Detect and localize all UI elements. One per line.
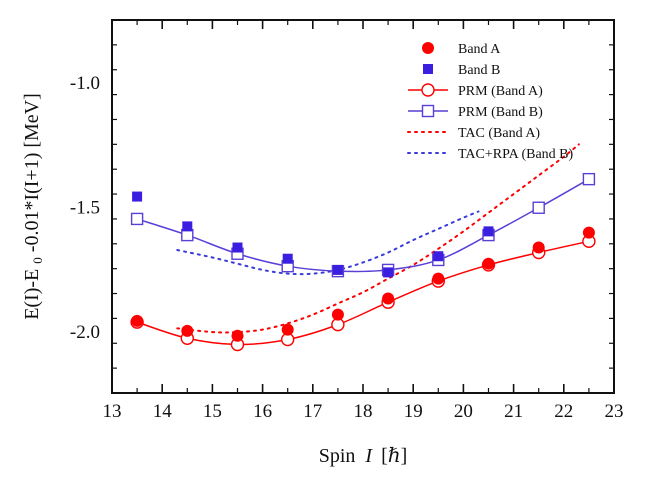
legend-item: Band B bbox=[423, 63, 500, 78]
x-axis-label-var: I bbox=[364, 445, 373, 467]
data-point bbox=[130, 212, 144, 226]
series-prm-band-b bbox=[130, 172, 596, 278]
legend-label: TAC (Band A) bbox=[458, 126, 540, 141]
x-tick-label: 13 bbox=[103, 401, 122, 422]
data-point bbox=[282, 253, 293, 264]
x-tick-label: 20 bbox=[454, 401, 473, 422]
x-tick-label: 15 bbox=[203, 401, 222, 422]
legend-label: TAC+RPA (Band B) bbox=[458, 147, 574, 162]
legend-swatch-marker bbox=[421, 83, 435, 97]
y-tick-label: -1.5 bbox=[70, 198, 100, 219]
data-point bbox=[582, 172, 596, 186]
x-tick-label: 16 bbox=[253, 401, 272, 422]
y-axis-label-rest: -0.01*I(I+1) [MeV] bbox=[21, 93, 43, 252]
x-tick-label: 14 bbox=[153, 401, 173, 422]
x-tick-label: 22 bbox=[554, 401, 573, 422]
legend-item: PRM (Band A) bbox=[408, 83, 543, 99]
legend-item: TAC (Band A) bbox=[407, 126, 540, 141]
data-point bbox=[433, 251, 444, 262]
x-axis-label: Spin I [ℏ] bbox=[319, 445, 408, 467]
y-axis-label-sub: 0 bbox=[30, 257, 45, 264]
series-line bbox=[136, 240, 590, 346]
x-tick-label: 18 bbox=[354, 401, 373, 422]
legend: Band A Band B PRM (Band A) PRM (Band B) TAC … bbox=[407, 42, 574, 162]
data-point bbox=[483, 226, 494, 237]
legend-swatch-marker bbox=[421, 104, 435, 118]
legend-swatch-marker bbox=[422, 42, 434, 54]
data-point bbox=[383, 267, 394, 278]
data-point bbox=[231, 329, 244, 342]
legend-label: Band B bbox=[458, 63, 500, 78]
y-tick-label: -1.0 bbox=[70, 73, 100, 94]
series-band-b bbox=[132, 191, 494, 278]
data-point bbox=[432, 272, 445, 285]
legend-swatch-marker bbox=[423, 64, 433, 74]
series-prm-band-a bbox=[130, 234, 596, 352]
dotted-curve bbox=[176, 143, 580, 334]
x-tick-label: 19 bbox=[404, 401, 423, 422]
data-point bbox=[131, 314, 144, 327]
data-point bbox=[232, 242, 243, 253]
axes: 13 14 15 16 17 18 19 20 21 22 23 -1.0 -1.5 -2.0 bbox=[70, 19, 624, 422]
plot-marks bbox=[130, 143, 596, 352]
y-axis-label: E(I)-E 0 -0.01*I(I+1) [MeV] bbox=[21, 93, 47, 320]
legend-item: TAC+RPA (Band B) bbox=[407, 147, 574, 162]
legend-label: PRM (Band B) bbox=[458, 105, 543, 120]
legend-label: PRM (Band A) bbox=[458, 84, 543, 99]
legend-item: Band A bbox=[422, 42, 501, 57]
y-tick-label: -2.0 bbox=[70, 322, 100, 343]
data-point bbox=[532, 241, 545, 254]
y-axis-label-text: E(I)-E bbox=[21, 269, 43, 320]
data-point bbox=[281, 323, 294, 336]
x-axis-label-text: Spin bbox=[319, 445, 356, 467]
data-point bbox=[332, 264, 343, 275]
data-point bbox=[181, 324, 194, 337]
series-band-a bbox=[131, 226, 595, 342]
x-tick-label: 17 bbox=[303, 401, 322, 422]
legend-item: PRM (Band B) bbox=[408, 104, 543, 120]
data-point bbox=[132, 191, 143, 202]
x-tick-label: 21 bbox=[504, 401, 523, 422]
data-point bbox=[182, 221, 193, 232]
data-point bbox=[382, 292, 395, 305]
series-tac-band-a bbox=[176, 143, 580, 334]
legend-label: Band A bbox=[458, 42, 501, 57]
data-point bbox=[582, 226, 595, 239]
x-tick-label: 23 bbox=[605, 401, 624, 422]
data-point bbox=[532, 201, 545, 214]
data-point bbox=[482, 257, 495, 270]
data-point bbox=[331, 308, 344, 321]
x-axis-label-unit: [ℏ] bbox=[381, 445, 407, 467]
series-line bbox=[136, 178, 590, 273]
